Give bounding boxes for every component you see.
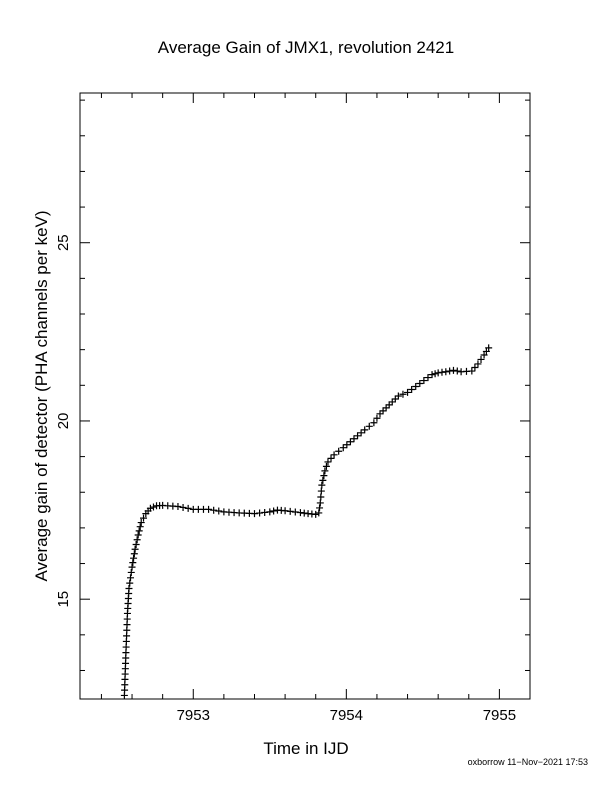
data-point [136, 523, 144, 531]
y-axis-label: Average gain of detector (PHA channels p… [32, 210, 51, 581]
data-point [391, 395, 399, 403]
data-point [379, 407, 387, 415]
data-point [350, 435, 358, 443]
data-point [408, 385, 416, 393]
x-tick-label: 7954 [330, 707, 363, 724]
data-point [131, 545, 139, 553]
data-point [485, 344, 493, 352]
data-point [453, 367, 461, 375]
data-point [480, 351, 488, 359]
x-tick-label: 7953 [177, 707, 210, 724]
data-point [317, 487, 325, 495]
data-point [477, 355, 485, 363]
data-point [174, 503, 182, 511]
data-point [412, 382, 420, 390]
data-point [424, 374, 432, 382]
y-tick-label: 20 [55, 413, 72, 430]
data-point [133, 536, 141, 544]
data-point [446, 367, 454, 375]
data-point [126, 579, 134, 587]
data-point [179, 503, 187, 511]
data-point [343, 441, 351, 449]
data-point [361, 426, 369, 434]
data-point [127, 568, 135, 576]
data-point [330, 451, 338, 459]
data-point [266, 508, 274, 516]
y-tick-label: 25 [55, 234, 72, 251]
data-point [127, 574, 135, 582]
data-point [312, 510, 320, 518]
tick-labels: 7953 7954 7955 15 20 25 [55, 234, 516, 724]
data-point [137, 519, 145, 527]
data-point [404, 388, 412, 396]
data-point [471, 363, 479, 371]
footer-stamp: oxborrow 11−Nov−2021 17:53 [467, 757, 588, 767]
data-point [128, 563, 136, 571]
plot-frame [79, 92, 531, 700]
data-point [315, 509, 323, 517]
data-point [322, 462, 330, 470]
data-point [357, 429, 365, 437]
data-point [317, 493, 325, 501]
data-point [420, 377, 428, 385]
axis-ticks [80, 93, 531, 699]
data-point [382, 404, 390, 412]
data-point [316, 504, 324, 512]
data-point [146, 504, 154, 512]
chart-title: Average Gain of JMX1, revolution 2421 [158, 38, 454, 57]
x-tick-label: 7955 [483, 707, 516, 724]
data-point [210, 506, 218, 514]
data-point [365, 422, 373, 430]
data-point [416, 380, 424, 388]
data-point [370, 419, 378, 427]
data-point [388, 398, 396, 406]
data-point [132, 541, 140, 549]
data-point [321, 467, 329, 475]
data-point [205, 505, 213, 513]
data-point [339, 444, 347, 452]
data-point [431, 370, 439, 378]
data-point [140, 514, 148, 522]
data-point [270, 507, 278, 515]
data-point [318, 481, 326, 489]
data-point [135, 527, 143, 535]
data-point [373, 414, 381, 422]
data-point [130, 550, 138, 558]
y-tick-label: 15 [55, 591, 72, 608]
data-point [376, 410, 384, 418]
data-point [316, 499, 324, 507]
data-point [442, 368, 450, 376]
data-point [324, 458, 332, 466]
data-point [394, 392, 402, 400]
data-point [335, 447, 343, 455]
data-point [184, 504, 192, 512]
data-point [449, 366, 457, 374]
data-point [129, 559, 137, 567]
data-point [346, 438, 354, 446]
data-point [399, 390, 407, 398]
data-point [319, 476, 327, 484]
data-point [215, 507, 223, 515]
data-point [354, 432, 362, 440]
data-point [482, 347, 490, 355]
data-point [385, 401, 393, 409]
data-point [130, 554, 138, 562]
data-point [149, 503, 157, 511]
data-point [474, 360, 482, 368]
data-point [468, 367, 476, 375]
data-point [125, 584, 133, 592]
data-point [327, 454, 335, 462]
data-point [134, 531, 142, 539]
data-point [320, 472, 328, 480]
data-point [428, 371, 436, 379]
data-points [120, 344, 493, 699]
x-axis-label: Time in IJD [263, 739, 348, 758]
